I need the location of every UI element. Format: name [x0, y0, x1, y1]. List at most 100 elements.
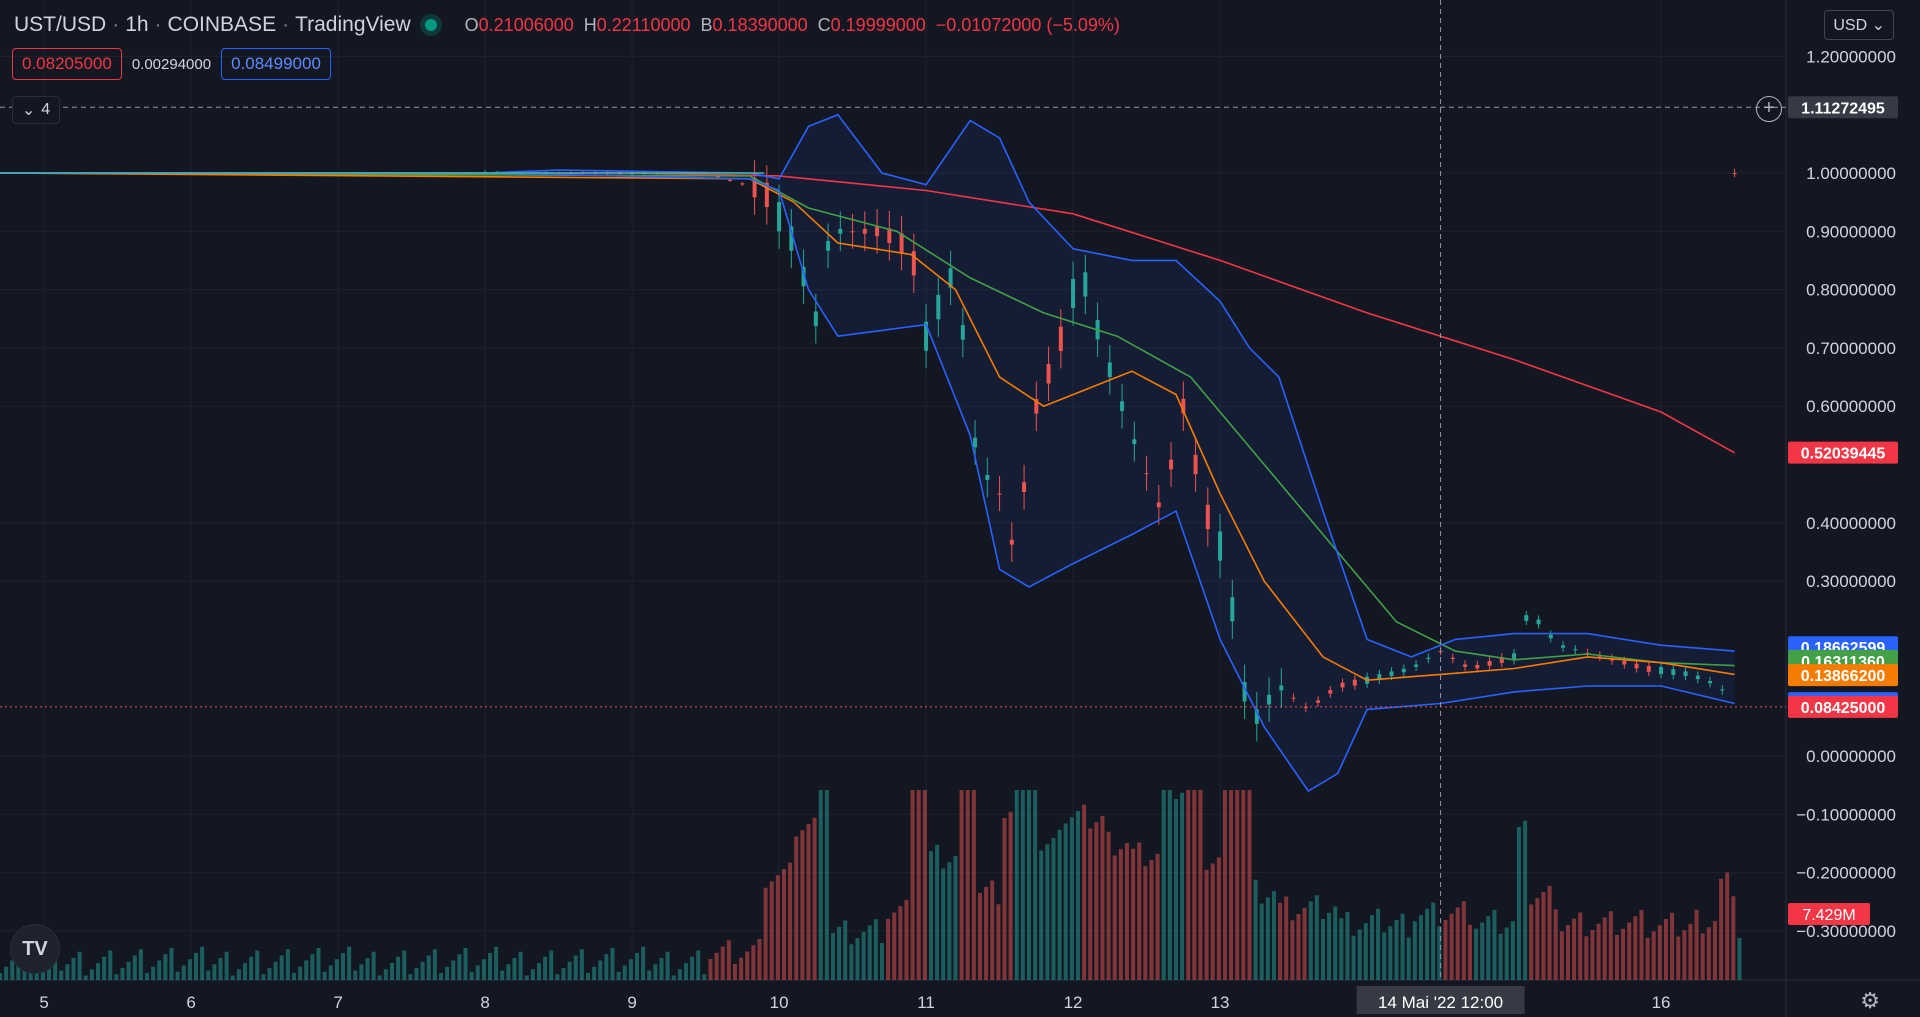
volume-bar — [1229, 790, 1234, 980]
volume-bar — [1069, 817, 1074, 980]
volume-bar — [1033, 790, 1038, 980]
volume-bar — [1088, 828, 1093, 980]
volume-bar — [1498, 933, 1503, 980]
volume-bar — [1725, 872, 1730, 980]
volume-bar — [1008, 811, 1013, 980]
y-tick-label: 0.30000000 — [1806, 572, 1896, 591]
volume-bar — [683, 963, 688, 980]
volume-bar — [1406, 937, 1411, 980]
volume-bar — [1633, 916, 1638, 980]
volume-bar — [677, 969, 682, 980]
volume-bar — [1657, 925, 1662, 980]
volume-bar — [218, 958, 223, 980]
exchange-label: COINBASE — [167, 13, 277, 36]
interval-label[interactable]: 1h — [125, 13, 149, 36]
candle-body — [1475, 664, 1480, 669]
candle-body — [1254, 709, 1259, 724]
tradingview-logo-icon[interactable]: TV — [10, 924, 60, 974]
volume-bar — [1082, 804, 1087, 980]
candle-body — [1205, 504, 1210, 530]
volume-bar — [757, 939, 762, 980]
sell-button[interactable]: 0.08205000 — [12, 48, 122, 80]
gear-icon[interactable]: ⚙ — [1860, 988, 1880, 1013]
volume-bar — [1516, 827, 1521, 980]
volume-label-bg — [1788, 903, 1870, 925]
candle-body — [1156, 502, 1161, 508]
volume-bar — [1204, 869, 1209, 980]
candle-body — [1071, 278, 1076, 309]
volume-bar — [561, 968, 566, 980]
volume-bar — [255, 950, 260, 980]
volume-bar — [922, 790, 927, 980]
add-alert-plus-icon[interactable]: + — [1756, 96, 1782, 122]
volume-bar — [1369, 915, 1374, 980]
header-sep: · — [112, 13, 120, 36]
volume-bar — [690, 956, 695, 980]
buy-button[interactable]: 0.08499000 — [221, 48, 331, 80]
candle-body — [1548, 634, 1553, 639]
volume-bar — [904, 900, 909, 980]
volume-bar — [1339, 918, 1344, 980]
volume-bar — [1014, 790, 1019, 980]
volume-bar — [879, 943, 884, 980]
candle-body — [1193, 454, 1198, 475]
volume-bar — [1327, 912, 1332, 980]
candle-body — [899, 233, 904, 253]
volume-bar — [1363, 923, 1368, 980]
volume-bar — [1663, 919, 1668, 980]
candle-body — [1389, 671, 1394, 677]
market-status-icon[interactable] — [424, 19, 437, 31]
volume-bar — [377, 975, 382, 980]
volume-bar — [647, 970, 652, 980]
volume-bar — [598, 960, 603, 980]
volume-bar — [1118, 849, 1123, 980]
candle-body — [1046, 364, 1051, 384]
source-label: TradingView — [295, 13, 411, 36]
indicators-collapse-button[interactable]: ⌄ 4 — [12, 96, 60, 124]
volume-bar — [665, 951, 670, 980]
candle-body — [764, 182, 769, 208]
currency-button[interactable]: USD ⌄ — [1824, 10, 1894, 40]
symbol-label[interactable]: UST/USD — [14, 13, 107, 36]
volume-bar — [555, 974, 560, 980]
candle-body — [740, 183, 745, 185]
volume-bar — [322, 971, 327, 980]
volume-bar — [224, 951, 229, 980]
volume-bar — [193, 953, 198, 980]
volume-bar — [1045, 844, 1050, 980]
volume-bar — [751, 945, 756, 980]
volume-bar — [849, 944, 854, 980]
volume-bar — [457, 954, 462, 980]
volume-bar — [1529, 904, 1534, 980]
volume-bar — [445, 966, 450, 980]
volume-bar — [310, 954, 315, 980]
volume-bar — [1731, 896, 1736, 980]
volume-bar — [1075, 811, 1080, 980]
y-tick-label: 0.40000000 — [1806, 514, 1896, 533]
volume-bar — [1320, 919, 1325, 980]
candle-body — [1487, 661, 1492, 666]
volume-bar — [1553, 909, 1558, 980]
volume-bar — [1504, 927, 1509, 980]
volume-bar — [432, 949, 437, 980]
volume-bar — [947, 862, 952, 980]
volume-bar — [1425, 908, 1430, 980]
y-tick-label: 0.90000000 — [1806, 222, 1896, 241]
volume-bar — [1578, 912, 1583, 980]
volume-bar — [1602, 917, 1607, 980]
volume-bar — [788, 862, 793, 980]
volume-bar — [1039, 850, 1044, 980]
volume-bar — [494, 946, 499, 980]
volume-bar — [500, 970, 505, 980]
price-label: 0.13866200 — [1801, 668, 1886, 685]
volume-bar — [1210, 863, 1215, 980]
volume-bar — [389, 963, 394, 980]
volume-bar — [438, 973, 443, 980]
volume-bar — [1247, 790, 1252, 980]
volume-bar — [604, 954, 609, 980]
volume-bar — [806, 824, 811, 980]
ema-red-line — [0, 172, 1735, 454]
volume-bar — [1173, 799, 1178, 980]
volume-bar — [1523, 820, 1528, 980]
